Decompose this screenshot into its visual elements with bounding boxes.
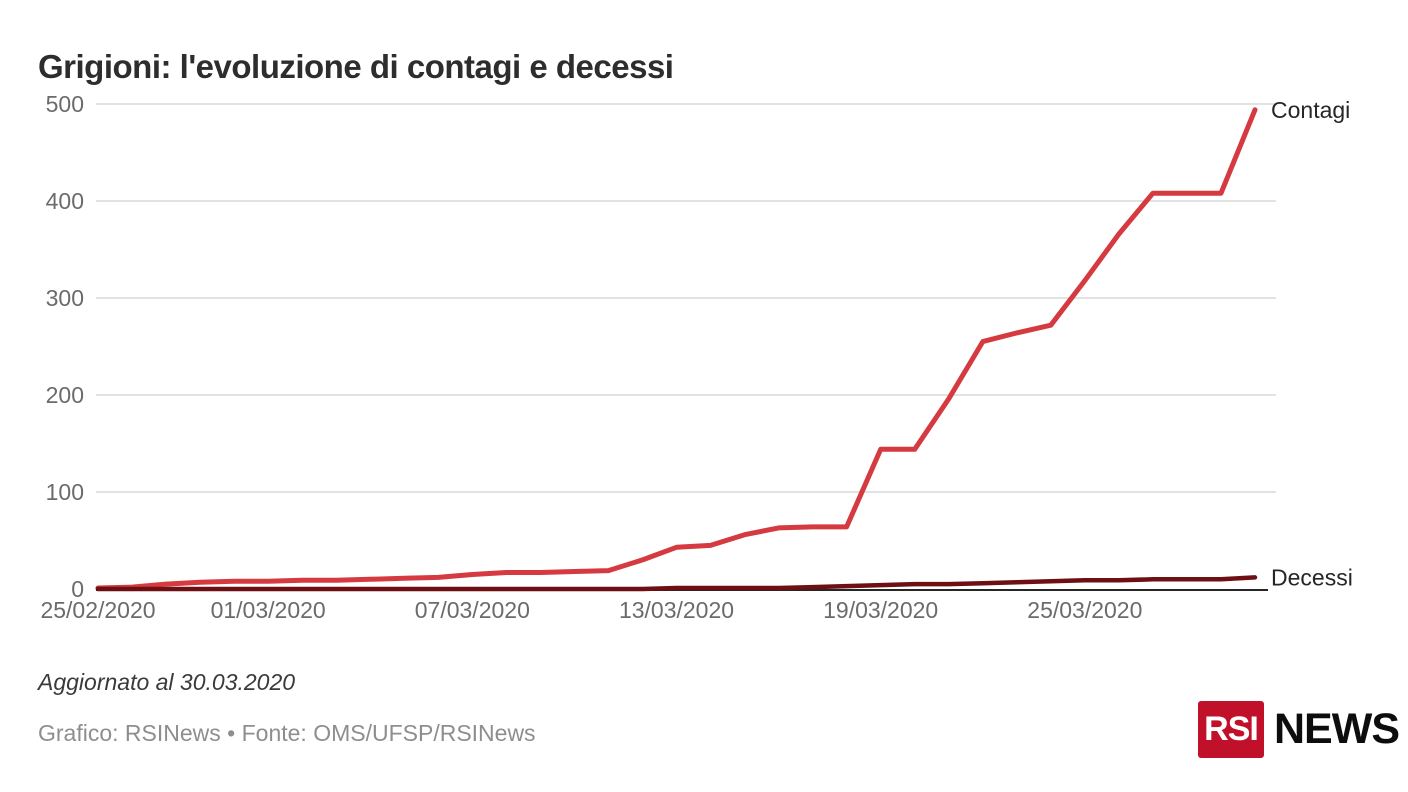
series-line-decessi: [95, 575, 1258, 592]
credit-line: Grafico: RSINews • Fonte: OMS/UFSP/RSINe…: [38, 720, 536, 746]
y-tick-label-200: 200: [46, 382, 84, 408]
x-tick-label-01-03-2020: 01/03/2020: [211, 597, 326, 623]
y-tick-label-400: 400: [46, 188, 84, 214]
x-tick-label-13-03-2020: 13/03/2020: [619, 597, 734, 623]
x-tick-label-25-02-2020: 25/02/2020: [40, 597, 155, 623]
news-logo-text: NEWS: [1274, 705, 1400, 753]
rsi-logo-box: RSI: [1198, 701, 1264, 758]
series-end-label-decessi: Decessi: [1271, 564, 1353, 590]
y-tick-label-500: 500: [46, 91, 84, 117]
x-tick-label-07-03-2020: 07/03/2020: [415, 597, 530, 623]
y-tick-label-100: 100: [46, 479, 84, 505]
y-tick-label-300: 300: [46, 285, 84, 311]
x-tick-label-19-03-2020: 19/03/2020: [823, 597, 938, 623]
y-tick-label-0: 0: [71, 576, 84, 602]
rsi-news-logo: RSI NEWS: [1198, 701, 1400, 758]
x-tick-label-25-03-2020: 25/03/2020: [1027, 597, 1142, 623]
page-title: Grigioni: l'evoluzione di contagi e dece…: [38, 48, 674, 86]
series-line-contagi: [95, 107, 1258, 591]
series-end-label-contagi: Contagi: [1271, 97, 1350, 123]
updated-note: Aggiornato al 30.03.2020: [38, 669, 296, 695]
